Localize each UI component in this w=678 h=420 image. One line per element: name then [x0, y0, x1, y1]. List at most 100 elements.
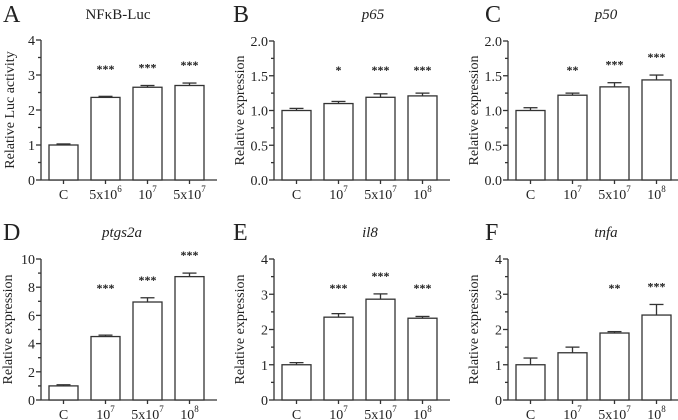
- x-tick-label: 107: [563, 404, 582, 420]
- y-tick-label: 1.5: [485, 70, 503, 85]
- significance-label: ***: [648, 50, 666, 64]
- x-tick-label: 5x107: [598, 184, 631, 203]
- bar: [48, 144, 79, 181]
- y-tick-label: 1: [495, 359, 502, 374]
- x-tick-label: C: [59, 188, 68, 203]
- bar: [323, 102, 354, 181]
- y-tick-label: 0: [495, 394, 502, 409]
- panel-letter: F: [485, 220, 498, 246]
- significance-label: **: [609, 281, 621, 295]
- bar: [323, 316, 354, 401]
- x-tick-label: C: [292, 408, 301, 420]
- x-tick-label: 108: [647, 404, 666, 420]
- y-tick-label: 4: [28, 34, 35, 49]
- y-tick-label: 0: [28, 174, 35, 189]
- chart-title: il8: [362, 225, 378, 241]
- y-tick-label: 2: [28, 104, 35, 119]
- x-tick-label: 108: [180, 404, 199, 420]
- bar: [365, 96, 396, 181]
- significance-label: ***: [181, 248, 199, 262]
- chart-title: p50: [594, 7, 618, 23]
- significance-label: ***: [414, 63, 432, 77]
- x-tick-label: C: [59, 408, 68, 420]
- y-tick-label: 1.0: [251, 105, 269, 120]
- significance-label: ***: [181, 58, 199, 72]
- significance-label: **: [567, 63, 579, 77]
- bar: [365, 298, 396, 401]
- panel-letter: C: [485, 2, 501, 28]
- y-tick-label: 0.0: [251, 174, 269, 189]
- bar: [48, 385, 79, 401]
- bar: [281, 364, 312, 401]
- x-tick-label: 5x107: [364, 404, 397, 420]
- y-tick-label: 1: [261, 359, 268, 374]
- bar: [641, 79, 672, 181]
- bar: [174, 84, 205, 181]
- panel-letter: A: [3, 2, 21, 28]
- y-tick-label: 2.0: [485, 35, 503, 50]
- significance-label: ***: [606, 58, 624, 72]
- y-tick-label: 1.5: [251, 70, 269, 85]
- bar: [90, 96, 121, 181]
- y-axis-label: Relative Luc activity: [3, 51, 18, 168]
- panel-letter: E: [233, 220, 248, 246]
- x-tick-label: 5x107: [364, 184, 397, 203]
- y-tick-label: 3: [495, 288, 502, 303]
- y-axis-label: Relative expression: [467, 55, 482, 165]
- x-tick-label: 108: [413, 184, 432, 203]
- x-tick-label: 5x107: [598, 404, 631, 420]
- bar: [599, 332, 630, 401]
- significance-label: *: [336, 63, 342, 77]
- bar: [281, 109, 312, 181]
- x-tick-label: 108: [413, 404, 432, 420]
- bar: [90, 335, 121, 401]
- panel-letter: D: [3, 220, 20, 246]
- bar: [599, 86, 630, 181]
- y-axis-label: Relative expression: [1, 274, 16, 384]
- bar: [407, 95, 438, 181]
- bar: [557, 94, 588, 181]
- y-tick-label: 0: [28, 394, 35, 409]
- chart-title: ptgs2a: [101, 225, 142, 241]
- panel-a: A NFκB-Luc Relative Luc activity 0 1 2 3 4 C 5x10…: [3, 2, 217, 203]
- y-tick-label: 8: [28, 281, 35, 296]
- y-tick-label: 4: [261, 253, 268, 268]
- bar: [132, 86, 163, 181]
- y-tick-label: 4: [28, 338, 35, 353]
- y-tick-label: 0.5: [485, 139, 503, 154]
- bar: [174, 275, 205, 401]
- significance-label: ***: [139, 273, 157, 287]
- x-tick-label: C: [526, 188, 535, 203]
- y-tick-label: 0: [261, 394, 268, 409]
- significance-label: ***: [97, 281, 115, 295]
- bar: [641, 314, 672, 401]
- significance-label: ***: [372, 63, 390, 77]
- y-tick-label: 0.0: [485, 174, 503, 189]
- y-tick-label: 2: [28, 366, 35, 381]
- y-tick-label: 6: [28, 309, 35, 324]
- significance-label: ***: [648, 279, 666, 293]
- y-tick-label: 2: [261, 324, 268, 339]
- significance-label: ***: [97, 62, 115, 76]
- y-tick-label: 4: [495, 253, 502, 268]
- x-tick-label: 5x106: [89, 184, 122, 203]
- y-tick-label: 1: [28, 139, 35, 154]
- y-tick-label: 2.0: [251, 35, 269, 50]
- y-axis-label: Relative expression: [233, 55, 248, 165]
- x-tick-label: C: [526, 408, 535, 420]
- y-axis-label: Relative expression: [467, 274, 482, 384]
- bar: [515, 109, 546, 181]
- bar: [515, 364, 546, 401]
- bar: [407, 317, 438, 401]
- y-tick-label: 3: [28, 69, 35, 84]
- chart-title: p65: [361, 7, 385, 23]
- x-tick-label: 108: [647, 184, 666, 203]
- x-tick-label: 107: [329, 404, 348, 420]
- y-tick-label: 0.5: [251, 139, 269, 154]
- significance-label: ***: [414, 281, 432, 295]
